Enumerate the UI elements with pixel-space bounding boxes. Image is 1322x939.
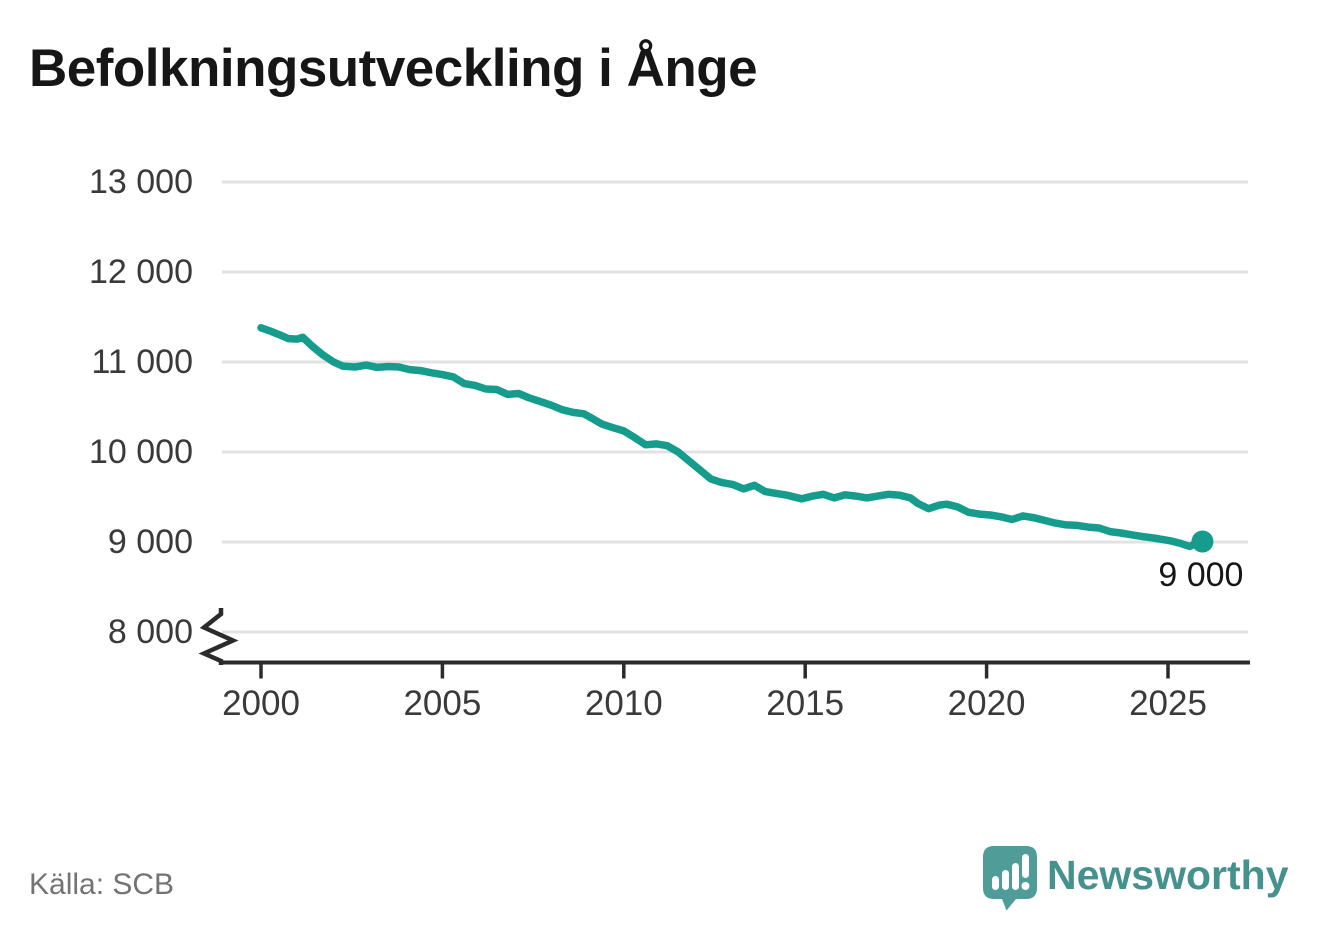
x-axis-label: 2000 — [222, 684, 300, 723]
last-value-label: 9 000 — [1158, 555, 1244, 594]
newsworthy-wordmark: Newsworthy — [1047, 852, 1289, 898]
x-axis-label: 2025 — [1129, 684, 1207, 723]
bar-medium-icon — [1002, 870, 1009, 890]
y-axis-break-icon — [198, 608, 239, 665]
y-axis-label: 8 000 — [107, 613, 193, 651]
population-line-series — [257, 324, 1214, 553]
gridlines — [222, 180, 1248, 634]
bar-tall-icon — [1012, 863, 1019, 890]
chart-title: Befolkningsutveckling i Ånge — [29, 39, 758, 98]
newsworthy-branding: Newsworthy — [983, 846, 1289, 911]
exclamation-dot-icon — [1021, 882, 1030, 890]
x-axis-label: 2005 — [403, 684, 482, 723]
exclamation-bar-icon — [1022, 854, 1029, 878]
y-axis-label: 11 000 — [91, 343, 193, 381]
y-axis-label: 13 000 — [89, 163, 193, 201]
y-axis-label: 9 000 — [107, 523, 193, 561]
x-axis-label: 2010 — [584, 684, 663, 723]
population-line — [257, 324, 1207, 551]
y-axis-label: 12 000 — [89, 253, 193, 291]
newsworthy-speech-bubble-chart-icon — [983, 846, 1037, 911]
axis-break-zigzag-icon — [198, 608, 239, 665]
x-axis-label: 2015 — [766, 684, 845, 723]
x-axis — [221, 660, 1250, 679]
end-point-dot — [1191, 530, 1214, 553]
source-note: Källa: SCB — [29, 868, 175, 901]
y-axis-label: 10 000 — [89, 433, 193, 471]
bar-short-icon — [992, 876, 999, 890]
x-axis-label: 2020 — [947, 684, 1026, 723]
